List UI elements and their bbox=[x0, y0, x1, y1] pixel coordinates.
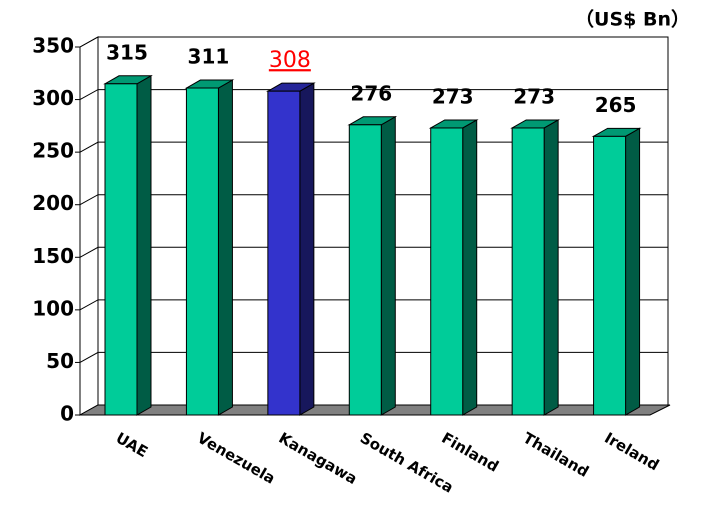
bar bbox=[511, 127, 545, 416]
y-tick-label: 350 bbox=[32, 34, 74, 58]
bar-side bbox=[136, 74, 152, 416]
bar-side bbox=[543, 119, 559, 416]
bar bbox=[348, 124, 382, 416]
x-tick-label: Thailand bbox=[520, 429, 592, 481]
x-tick-label: Kanagawa bbox=[276, 429, 361, 488]
value-label: 273 bbox=[432, 84, 474, 108]
y-tick-label: 100 bbox=[32, 296, 74, 320]
bar-side bbox=[380, 115, 396, 416]
y-tick-label: 50 bbox=[46, 349, 74, 373]
bar-side bbox=[299, 82, 315, 416]
x-tick-label: Ireland bbox=[601, 429, 662, 475]
value-label: 311 bbox=[188, 45, 230, 69]
y-tick-label: 200 bbox=[32, 191, 74, 215]
value-label: 308 bbox=[269, 48, 311, 73]
bar bbox=[104, 83, 138, 416]
value-label: 265 bbox=[595, 93, 637, 117]
grid-line bbox=[79, 351, 668, 363]
grid-line bbox=[79, 246, 668, 258]
grid-line bbox=[79, 194, 668, 206]
unit-label: （US$ Bn） bbox=[575, 8, 690, 31]
side-wall bbox=[79, 36, 99, 416]
grid-line bbox=[79, 36, 668, 48]
bar-side bbox=[625, 127, 641, 416]
x-tick-label: Venezuela bbox=[194, 429, 278, 488]
value-label: 273 bbox=[513, 84, 555, 108]
value-label: 276 bbox=[350, 81, 392, 105]
bar-side bbox=[217, 79, 233, 416]
grid-line bbox=[79, 89, 668, 101]
x-tick-label: Finland bbox=[438, 429, 501, 476]
y-tick-label: 250 bbox=[32, 139, 74, 163]
y-tick-label: 150 bbox=[32, 244, 74, 268]
grid-line bbox=[79, 141, 668, 153]
bar bbox=[430, 127, 464, 416]
bar bbox=[185, 87, 219, 416]
grid-line bbox=[79, 299, 668, 311]
bar bbox=[267, 90, 301, 416]
x-tick-label: UAE bbox=[113, 429, 151, 461]
value-label: 315 bbox=[106, 40, 148, 64]
bar bbox=[593, 135, 627, 416]
y-tick-label: 0 bbox=[60, 402, 74, 426]
bar-side bbox=[462, 119, 478, 416]
y-tick-label: 300 bbox=[32, 86, 74, 110]
